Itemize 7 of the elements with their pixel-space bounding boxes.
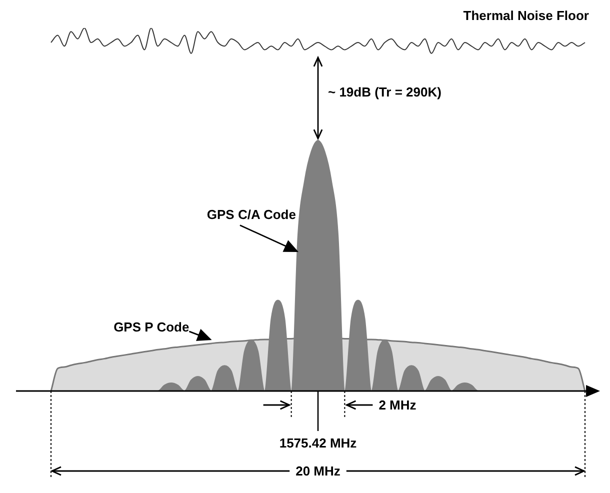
annotation: ~ 19dB (Tr = 290K) <box>328 84 442 100</box>
series-label: Thermal Noise Floor <box>463 8 589 23</box>
text: 1575.42 MHz <box>279 436 358 451</box>
series-label: GPS C/A Code <box>206 207 296 222</box>
series-label: GPS P Code <box>114 319 190 334</box>
text: 2 MHz <box>378 398 417 413</box>
text: 20 MHz <box>296 464 341 479</box>
